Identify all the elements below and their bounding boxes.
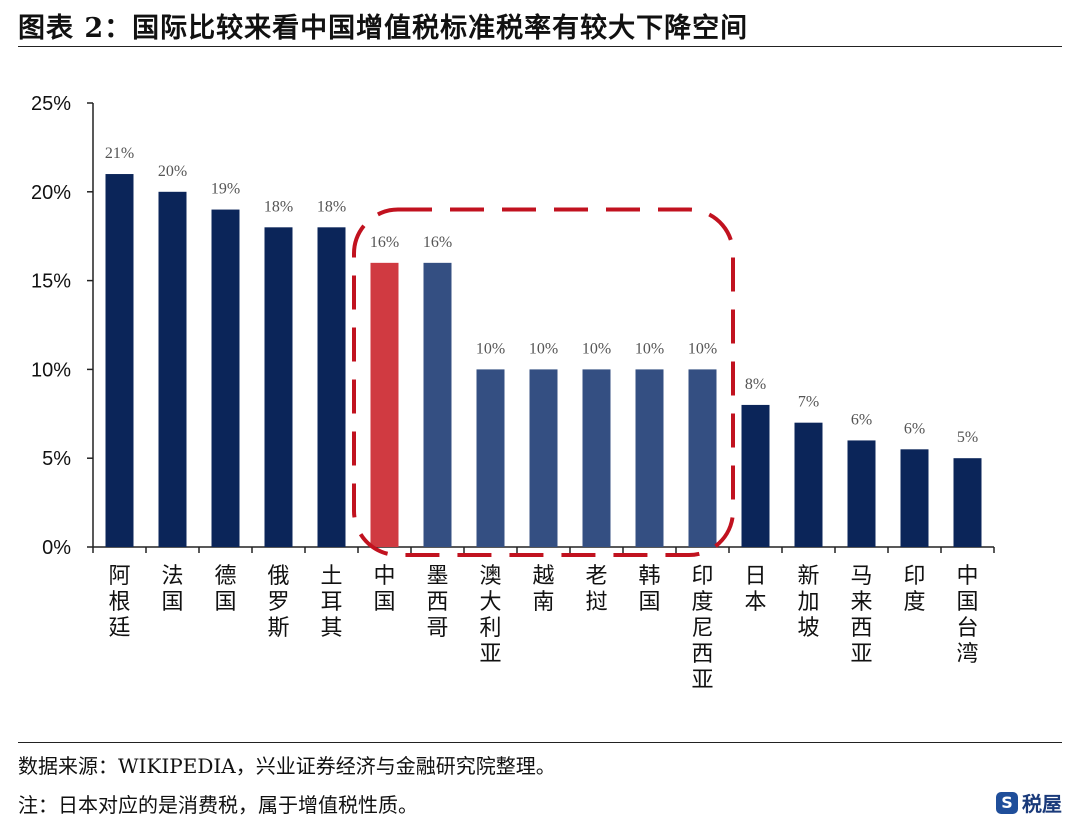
data-label: 10%: [688, 340, 717, 357]
data-label: 21%: [105, 145, 134, 162]
x-category-label: 尼: [691, 616, 713, 641]
data-label: 8%: [745, 376, 766, 393]
y-tick-label: 0%: [42, 537, 71, 559]
data-label: 18%: [317, 198, 346, 215]
y-tick-label: 5%: [42, 448, 71, 470]
x-category-label: 罗: [267, 590, 289, 615]
x-category-label: 斯: [267, 616, 289, 641]
x-category-label: 俄: [267, 564, 289, 589]
data-label: 16%: [423, 234, 452, 251]
x-category-label: 日: [744, 564, 766, 589]
bar: [211, 209, 240, 547]
x-category-label: 亚: [691, 668, 713, 693]
x-category-label: 亚: [479, 642, 501, 667]
y-tick-label: 10%: [31, 359, 71, 381]
data-label: 19%: [211, 181, 240, 198]
x-category-label: 澳: [479, 564, 501, 589]
footnote: 注：日本对应的是消费税，属于增值税性质。: [18, 793, 418, 817]
x-category-label: 德: [214, 564, 236, 589]
x-category-label: 国: [956, 590, 978, 615]
x-category-label: 台: [956, 616, 978, 641]
data-label: 20%: [158, 163, 187, 180]
data-label: 6%: [851, 411, 872, 428]
bar: [370, 262, 399, 547]
bar: [635, 369, 664, 547]
x-category-label: 加: [797, 590, 819, 615]
bar: [264, 227, 293, 547]
data-label: 7%: [798, 394, 819, 411]
x-category-label: 利: [479, 616, 501, 641]
data-label: 10%: [476, 340, 505, 357]
x-category-label: 马: [850, 564, 872, 589]
bar: [158, 191, 187, 548]
data-label: 10%: [529, 340, 558, 357]
bar: [688, 369, 717, 547]
x-category-label: 国: [161, 590, 183, 615]
bar: [582, 369, 611, 547]
bar: [847, 440, 876, 547]
x-category-label: 土: [320, 564, 342, 589]
x-category-label: 西: [850, 616, 872, 641]
bar: [105, 174, 134, 547]
x-category-label: 越: [532, 564, 554, 589]
x-category-label: 湾: [956, 642, 978, 667]
x-category-label: 亚: [850, 642, 872, 667]
bar: [741, 404, 770, 547]
x-category-label: 国: [638, 590, 660, 615]
chart-title: 图表 2：国际比较来看中国增值税标准税率有较大下降空间: [18, 13, 749, 44]
x-category-label: 中: [373, 564, 395, 589]
y-tick-label: 15%: [31, 271, 71, 293]
x-category-label: 廷: [108, 616, 130, 641]
bar: [794, 422, 823, 547]
x-category-label: 法: [161, 564, 183, 589]
bar: [900, 449, 929, 547]
footer-rule: [18, 742, 1062, 743]
highlight-box: [352, 207, 735, 557]
data-label: 6%: [904, 420, 925, 437]
data-label: 10%: [635, 340, 664, 357]
x-category-label: 国: [214, 590, 236, 615]
y-tick-label: 20%: [31, 182, 71, 204]
x-category-label: 本: [744, 590, 766, 615]
x-category-label: 其: [320, 616, 342, 641]
x-category-label: 印: [903, 564, 925, 589]
watermark-logo: S 税屋: [996, 788, 1062, 817]
bar: [953, 458, 982, 547]
x-category-label: 西: [426, 590, 448, 615]
x-category-label: 度: [691, 590, 713, 615]
x-category-label: 来: [850, 590, 872, 615]
data-label: 5%: [957, 429, 978, 446]
title-rule: [18, 46, 1062, 47]
x-category-label: 印: [691, 564, 713, 589]
x-category-label: 老: [585, 564, 607, 589]
watermark-text: 税屋: [1022, 792, 1062, 816]
bar: [529, 369, 558, 547]
source-note: 数据来源：WIKIPEDIA，兴业证券经济与金融研究院整理。: [18, 754, 556, 778]
bar: [317, 227, 346, 547]
data-label: 18%: [264, 198, 293, 215]
x-category-label: 哥: [426, 616, 448, 641]
x-category-label: 坡: [797, 616, 819, 641]
x-category-label: 墨: [426, 564, 448, 589]
bar-chart: 0%5%10%15%20%25%21%阿根廷20%法国19%德国18%俄罗斯18…: [31, 93, 995, 693]
x-category-label: 西: [691, 642, 713, 667]
x-category-label: 耳: [320, 590, 342, 615]
x-category-label: 新: [797, 564, 819, 589]
x-category-label: 挝: [585, 590, 607, 615]
data-label: 16%: [370, 234, 399, 251]
x-category-label: 阿: [108, 564, 130, 589]
x-category-label: 大: [479, 590, 501, 615]
x-category-label: 中: [956, 564, 978, 589]
bar: [423, 262, 452, 547]
s-logo-icon: S: [996, 791, 1018, 814]
x-category-label: 度: [903, 590, 925, 615]
y-tick-label: 25%: [31, 93, 71, 115]
x-category-label: 国: [373, 590, 395, 615]
x-category-label: 韩: [638, 564, 660, 589]
data-label: 10%: [582, 340, 611, 357]
x-category-label: 根: [108, 590, 130, 615]
x-category-label: 南: [532, 590, 554, 615]
bar: [476, 369, 505, 547]
